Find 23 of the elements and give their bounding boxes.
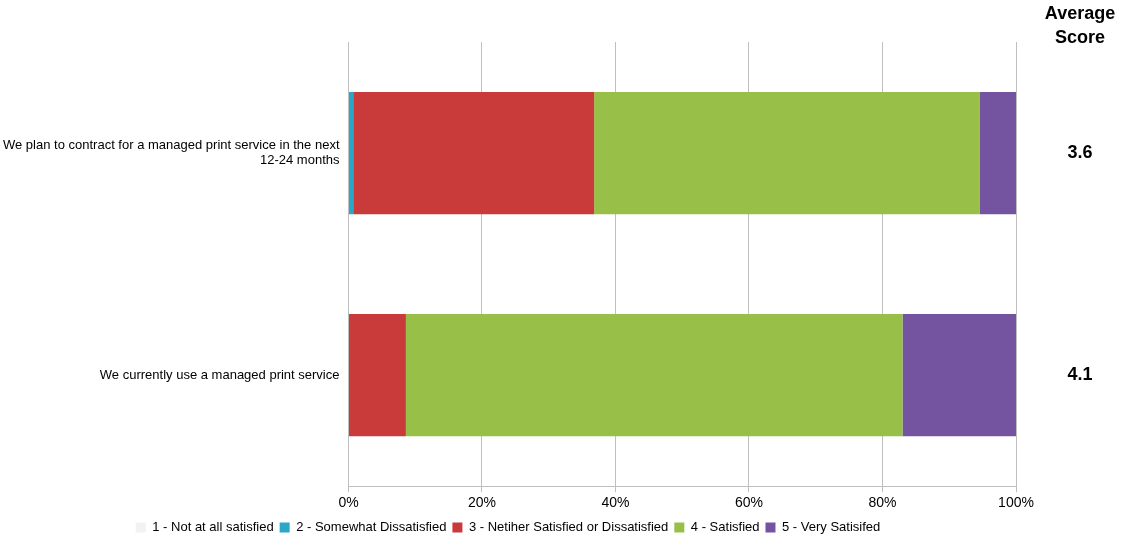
legend-label: 3 - Netiher Satisfied or Dissatisfied: [468, 519, 669, 535]
bar: [405, 314, 903, 437]
bar: [979, 91, 1016, 215]
x-tick-label: 0%: [338, 494, 359, 511]
bar: [594, 91, 980, 215]
text: Average Score: [1044, 2, 1116, 47]
legend-label: 5 - Very Satisifed: [781, 519, 881, 535]
legend-label: 1 - Not at all satisfied: [152, 519, 274, 535]
x-tick-label: 60%: [734, 494, 764, 511]
y-tick-label: We plan to contract for a managed print service in the next 12-24 months: [3, 136, 340, 168]
y-tick-label: We currently use a managed print service: [99, 366, 340, 382]
legend-label: 4 - Satisfied: [690, 519, 760, 535]
x-tick-label: 20%: [467, 494, 497, 511]
bar: [349, 314, 406, 437]
bar: [902, 314, 1016, 437]
x-tick-label: 100%: [998, 494, 1034, 511]
bar: [349, 91, 354, 215]
x-tick-label: 40%: [601, 494, 630, 511]
legend-label: 2 - Somewhat Dissatisfied: [296, 519, 447, 535]
text: 4.1: [1067, 364, 1093, 385]
bar: [353, 91, 595, 215]
text: 3.6: [1067, 142, 1093, 163]
x-tick-label: 80%: [868, 494, 897, 511]
